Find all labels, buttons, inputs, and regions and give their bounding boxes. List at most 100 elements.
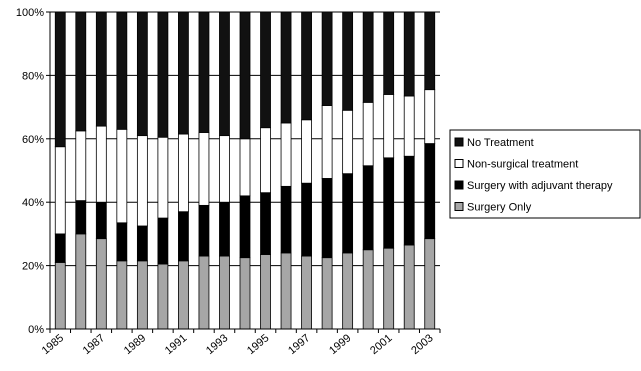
bar-segment <box>75 233 87 330</box>
bar-segment <box>75 11 87 132</box>
bar-segment <box>424 143 436 240</box>
x-tick-label: 1999 <box>327 332 353 357</box>
bar-segment <box>198 11 210 133</box>
bar-segment <box>54 11 66 148</box>
x-tick-label: 2001 <box>368 332 394 357</box>
x-tick-label: 1995 <box>245 332 271 357</box>
bar-segment <box>136 260 148 330</box>
bar-segment <box>383 94 395 159</box>
bar-segment <box>239 195 251 259</box>
bar-segment <box>95 201 107 240</box>
bar-segment <box>219 201 230 257</box>
legend-box <box>449 129 641 219</box>
bar-segment <box>54 233 66 263</box>
bar-segment <box>157 136 169 219</box>
legend: No Treatment Non-surgical treatment Surger… <box>449 129 641 219</box>
bar-segment <box>301 11 312 121</box>
bar-segment <box>198 132 210 206</box>
bar-segment <box>239 11 251 140</box>
x-tick-label: 1997 <box>286 332 312 357</box>
y-tick-label: 80% <box>22 70 44 82</box>
bar-segment <box>116 222 128 262</box>
bar-segment <box>116 128 128 224</box>
bar-segment <box>362 165 374 251</box>
x-tick-labels: 1985 1987 1989 1991 1993 1995 1997 1999 2001 2003 <box>40 332 436 357</box>
y-tick-label: 100% <box>16 7 44 19</box>
legend-label: Non-surgical treatment <box>467 159 578 171</box>
bars <box>54 11 436 330</box>
bar-segment <box>280 185 292 254</box>
bar-segment <box>362 101 374 167</box>
bar-segment <box>280 252 292 330</box>
x-tick-label: 1993 <box>204 332 230 357</box>
bar-segment <box>219 135 230 203</box>
bar-segment <box>136 225 148 262</box>
bar-segment <box>280 122 292 187</box>
bar-segment <box>362 249 374 330</box>
bar-segment <box>260 254 271 330</box>
legend-label: Surgery Only <box>467 202 532 214</box>
axes <box>46 11 441 333</box>
bar-segment <box>157 217 169 265</box>
bar-segment <box>321 257 333 330</box>
bar-segment <box>54 262 66 330</box>
bar-segment <box>342 109 354 175</box>
bar-segment <box>239 257 251 330</box>
legend-swatch <box>454 180 464 190</box>
bar-segment <box>178 11 189 135</box>
y-tick-label: 60% <box>22 134 44 146</box>
bar-segment <box>301 182 312 257</box>
y-tick-labels: 0% 20% 40% 60% 80% 100% <box>16 7 44 336</box>
bar-segment <box>136 11 148 137</box>
bar-segment <box>342 173 354 254</box>
bar-segment <box>383 157 395 249</box>
bar-segment <box>178 133 189 213</box>
legend-label: Surgery with adjuvant therapy <box>467 180 613 192</box>
bar-segment <box>198 204 210 257</box>
y-tick-label: 0% <box>28 324 44 336</box>
bar-segment <box>95 238 107 330</box>
bar-segment <box>260 192 271 255</box>
bar-segment <box>95 11 107 127</box>
bar-segment <box>403 244 415 330</box>
bar-segment <box>95 125 107 203</box>
bar-segment <box>321 105 333 179</box>
bar-segment <box>260 11 271 129</box>
bar-segment <box>239 138 251 197</box>
bar-segment <box>116 260 128 330</box>
bar-segment <box>383 247 395 330</box>
bar-segment <box>198 255 210 330</box>
bar-segment <box>301 255 312 330</box>
bar-segment <box>403 155 415 246</box>
bar-segment <box>321 11 333 106</box>
bar-segment <box>136 135 148 227</box>
bar-segment <box>362 11 374 103</box>
bar-segment <box>116 11 128 130</box>
legend-swatch <box>454 202 464 211</box>
bar-segment <box>219 255 230 330</box>
legend-label: No Treatment <box>467 137 534 149</box>
x-tick-label: 1989 <box>122 332 148 357</box>
bar-segment <box>75 200 87 235</box>
bar-segment <box>403 95 415 157</box>
bar-segment <box>157 263 169 330</box>
bar-segment <box>342 11 354 111</box>
bar-segment <box>54 146 66 235</box>
bar-segment <box>280 11 292 124</box>
bar-segment <box>178 260 189 330</box>
bar-segment <box>260 127 271 194</box>
bar-segment <box>178 211 189 262</box>
bar-segment <box>424 238 436 330</box>
bar-segment <box>75 130 87 202</box>
bar-segment <box>301 119 312 184</box>
legend-swatch <box>454 159 464 168</box>
bar-segment <box>424 89 436 144</box>
y-tick-label: 20% <box>22 261 44 273</box>
bar-segment <box>383 11 395 95</box>
bar-segment <box>219 11 230 137</box>
x-tick-label: 2003 <box>409 332 435 357</box>
bar-segment <box>342 252 354 330</box>
bar-segment <box>403 11 415 97</box>
x-tick-label: 1991 <box>163 332 189 357</box>
